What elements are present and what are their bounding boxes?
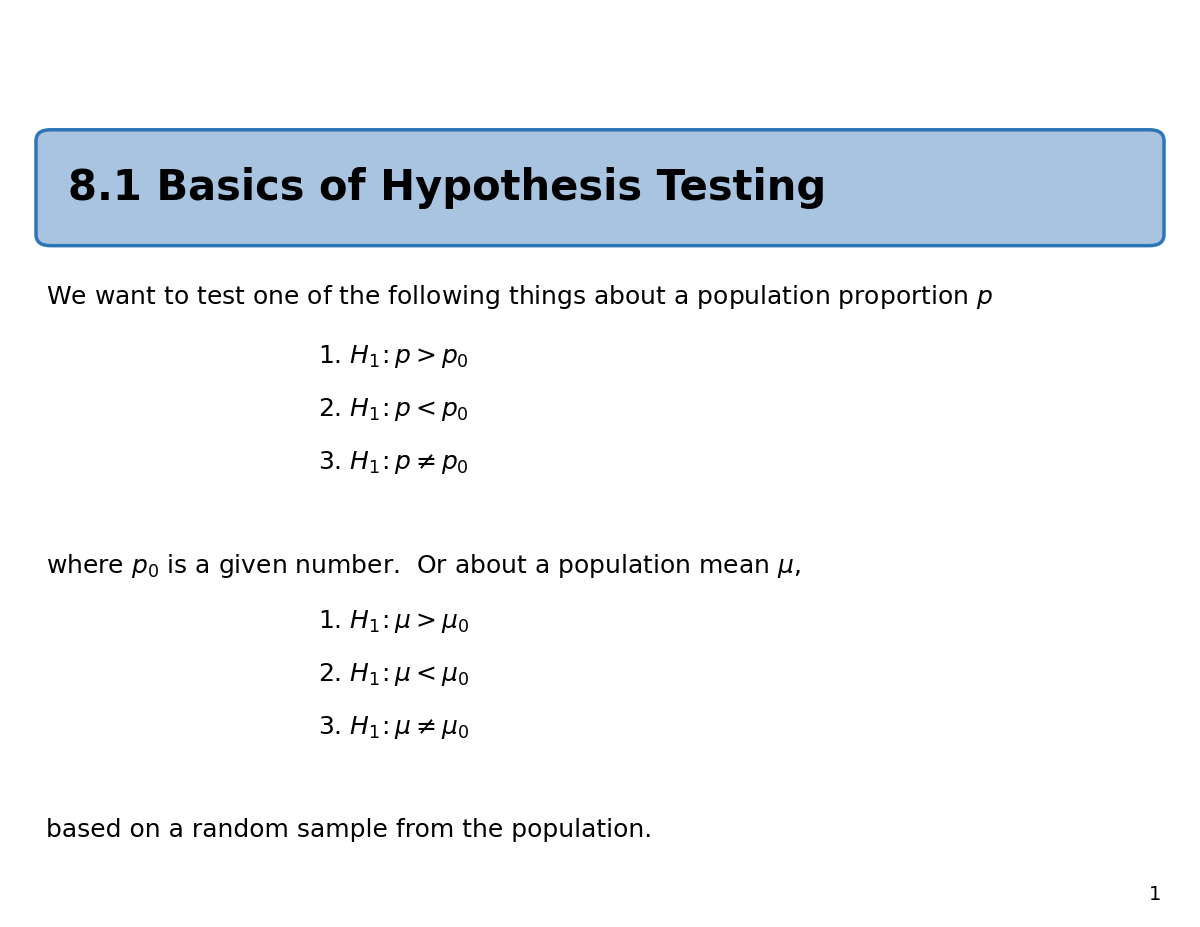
Text: where $p_0$ is a given number.  Or about a population mean $\mu$,: where $p_0$ is a given number. Or about … xyxy=(46,552,800,580)
Text: 2. $H_1\!: \mu < \mu_0$: 2. $H_1\!: \mu < \mu_0$ xyxy=(318,661,469,688)
Text: 2. $H_1\!: p < p_0$: 2. $H_1\!: p < p_0$ xyxy=(318,396,469,423)
Text: 1. $H_1\!: \mu > \mu_0$: 1. $H_1\!: \mu > \mu_0$ xyxy=(318,608,469,635)
Text: 1: 1 xyxy=(1150,885,1162,904)
Text: 1. $H_1\!: p > p_0$: 1. $H_1\!: p > p_0$ xyxy=(318,343,469,370)
Text: We want to test one of the following things about a population proportion $p$: We want to test one of the following thi… xyxy=(46,283,992,311)
Text: based on a random sample from the population.: based on a random sample from the popula… xyxy=(46,818,652,842)
Text: 3. $H_1\!: \mu \neq \mu_0$: 3. $H_1\!: \mu \neq \mu_0$ xyxy=(318,714,469,741)
Text: 8.1 Basics of Hypothesis Testing: 8.1 Basics of Hypothesis Testing xyxy=(68,167,827,209)
FancyBboxPatch shape xyxy=(36,130,1164,246)
Text: 3. $H_1\!: p \neq p_0$: 3. $H_1\!: p \neq p_0$ xyxy=(318,449,469,476)
